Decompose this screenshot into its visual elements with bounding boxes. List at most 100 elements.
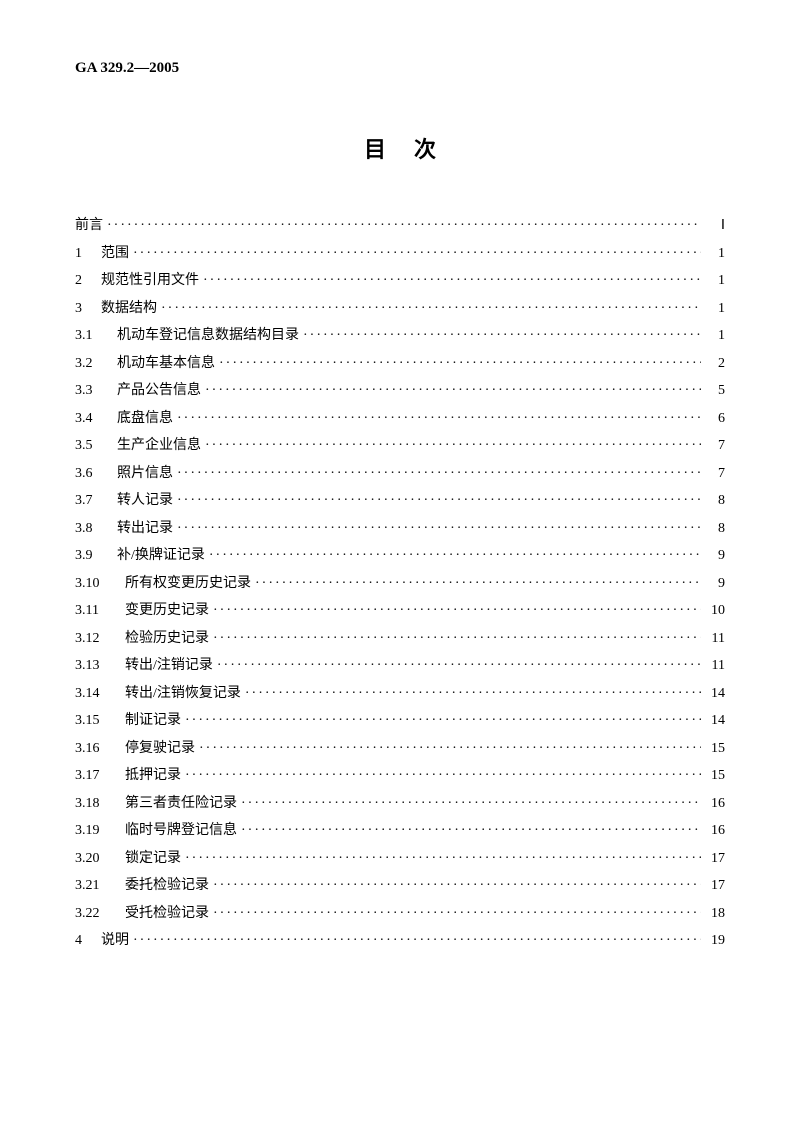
toc-entry-label: 委托检验记录 <box>125 874 209 894</box>
toc-entry-page: 11 <box>705 658 725 674</box>
toc-leader-dots <box>185 713 701 729</box>
toc-leader-dots <box>241 796 701 812</box>
toc-leader-dots <box>209 548 701 564</box>
toc-entry-label: 机动车登记信息数据结构目录 <box>117 324 299 344</box>
toc-entry: 前言 Ⅰ <box>75 214 725 234</box>
toc-entry-number: 3.16 <box>75 741 125 757</box>
toc-entry: 3.3产品公告信息5 <box>75 379 725 399</box>
toc-entry-page: Ⅰ <box>705 217 725 234</box>
toc-entry-number: 2 <box>75 273 101 289</box>
toc-entry-number: 1 <box>75 246 101 262</box>
toc-entry-page: 1 <box>705 273 725 289</box>
toc-entry-number: 3.20 <box>75 851 125 867</box>
toc-entry-page: 17 <box>705 878 725 894</box>
toc-entry-label: 产品公告信息 <box>117 379 201 399</box>
toc-list: 前言 Ⅰ 1范围1 2规范性引用文件1 3数据结构1 3.1机动车登记信息数据结构目录 1 3… <box>75 214 725 949</box>
toc-entry-label: 转出/注销恢复记录 <box>125 682 241 702</box>
toc-entry-label: 前言 <box>75 214 103 234</box>
toc-entry: 1范围1 <box>75 242 725 262</box>
toc-entry-label: 第三者责任险记录 <box>125 792 237 812</box>
toc-entry: 3.19临时号牌登记信息16 <box>75 819 725 839</box>
toc-entry-page: 14 <box>705 713 725 729</box>
toc-entry-number: 3.14 <box>75 686 125 702</box>
toc-entry-page: 15 <box>705 768 725 784</box>
toc-entry-number: 3.12 <box>75 631 125 647</box>
toc-entry: 3.20锁定记录17 <box>75 847 725 867</box>
toc-entry-page: 7 <box>705 466 725 482</box>
toc-entry: 3.10所有权变更历史记录9 <box>75 572 725 592</box>
toc-entry: 3.12检验历史记录 11 <box>75 627 725 647</box>
toc-entry-number: 3.9 <box>75 548 117 564</box>
toc-entry-label: 停复驶记录 <box>125 737 195 757</box>
toc-entry-page: 19 <box>705 933 725 949</box>
toc-entry: 3数据结构1 <box>75 297 725 317</box>
toc-entry: 3.15制证记录14 <box>75 709 725 729</box>
toc-entry-number: 3.1 <box>75 328 117 344</box>
toc-entry-page: 11 <box>705 631 725 647</box>
toc-entry-label: 转人记录 <box>117 489 173 509</box>
toc-leader-dots <box>205 438 701 454</box>
toc-entry-number: 4 <box>75 933 101 949</box>
toc-entry: 3.16停复驶记录15 <box>75 737 725 757</box>
toc-leader-dots <box>199 741 701 757</box>
toc-entry: 3.14转出/注销恢复记录14 <box>75 682 725 702</box>
toc-entry-label: 转出/注销记录 <box>125 654 213 674</box>
toc-entry-page: 8 <box>705 493 725 509</box>
toc-leader-dots <box>255 576 701 592</box>
toc-entry-page: 9 <box>705 548 725 564</box>
toc-leader-dots <box>205 383 701 399</box>
toc-entry: 3.9补/换牌证记录 9 <box>75 544 725 564</box>
toc-entry-label: 检验历史记录 <box>125 627 209 647</box>
toc-leader-dots <box>203 273 701 289</box>
toc-entry: 3.13转出/注销记录 11 <box>75 654 725 674</box>
toc-entry: 3.8转出记录8 <box>75 517 725 537</box>
toc-leader-dots <box>245 686 701 702</box>
toc-entry-number: 3.18 <box>75 796 125 812</box>
toc-entry-number: 3.4 <box>75 411 117 427</box>
toc-entry-page: 17 <box>705 851 725 867</box>
toc-entry-number: 3.8 <box>75 521 117 537</box>
toc-leader-dots <box>133 246 701 262</box>
toc-entry-label: 临时号牌登记信息 <box>125 819 237 839</box>
toc-entry-number: 3.11 <box>75 603 125 619</box>
toc-entry-number: 3.22 <box>75 906 125 922</box>
toc-entry: 3.4底盘信息6 <box>75 407 725 427</box>
toc-entry-label: 所有权变更历史记录 <box>125 572 251 592</box>
toc-leader-dots <box>177 411 701 427</box>
toc-entry-number: 3.21 <box>75 878 125 894</box>
toc-entry-label: 补/换牌证记录 <box>117 544 205 564</box>
toc-leader-dots <box>177 466 701 482</box>
toc-leader-dots <box>213 631 701 647</box>
toc-entry-page: 1 <box>705 328 725 344</box>
toc-entry-page: 16 <box>705 823 725 839</box>
toc-entry-number: 3.3 <box>75 383 117 399</box>
toc-entry-label: 生产企业信息 <box>117 434 201 454</box>
toc-entry: 2规范性引用文件1 <box>75 269 725 289</box>
toc-entry-number: 3.5 <box>75 438 117 454</box>
toc-entry-number: 3.17 <box>75 768 125 784</box>
toc-entry-page: 16 <box>705 796 725 812</box>
toc-entry-page: 18 <box>705 906 725 922</box>
toc-entry-label: 抵押记录 <box>125 764 181 784</box>
toc-leader-dots <box>185 851 701 867</box>
toc-entry-number: 3.13 <box>75 658 125 674</box>
toc-entry: 3.21委托检验记录 17 <box>75 874 725 894</box>
toc-entry: 4说明 19 <box>75 929 725 949</box>
toc-entry-page: 7 <box>705 438 725 454</box>
toc-entry-page: 8 <box>705 521 725 537</box>
toc-entry-label: 说明 <box>101 929 129 949</box>
toc-leader-dots <box>303 328 701 344</box>
toc-entry-page: 2 <box>705 356 725 372</box>
toc-entry: 3.11变更历史记录10 <box>75 599 725 619</box>
toc-entry: 3.18第三者责任险记录 16 <box>75 792 725 812</box>
toc-leader-dots <box>241 823 701 839</box>
toc-leader-dots <box>161 301 701 317</box>
toc-entry: 3.22受托检验记录 18 <box>75 902 725 922</box>
toc-leader-dots <box>213 603 701 619</box>
toc-leader-dots <box>219 356 701 372</box>
toc-entry-number: 3.10 <box>75 576 125 592</box>
toc-leader-dots <box>217 658 701 674</box>
toc-entry: 3.17抵押记录 15 <box>75 764 725 784</box>
toc-entry-label: 受托检验记录 <box>125 902 209 922</box>
toc-entry-label: 数据结构 <box>101 297 157 317</box>
